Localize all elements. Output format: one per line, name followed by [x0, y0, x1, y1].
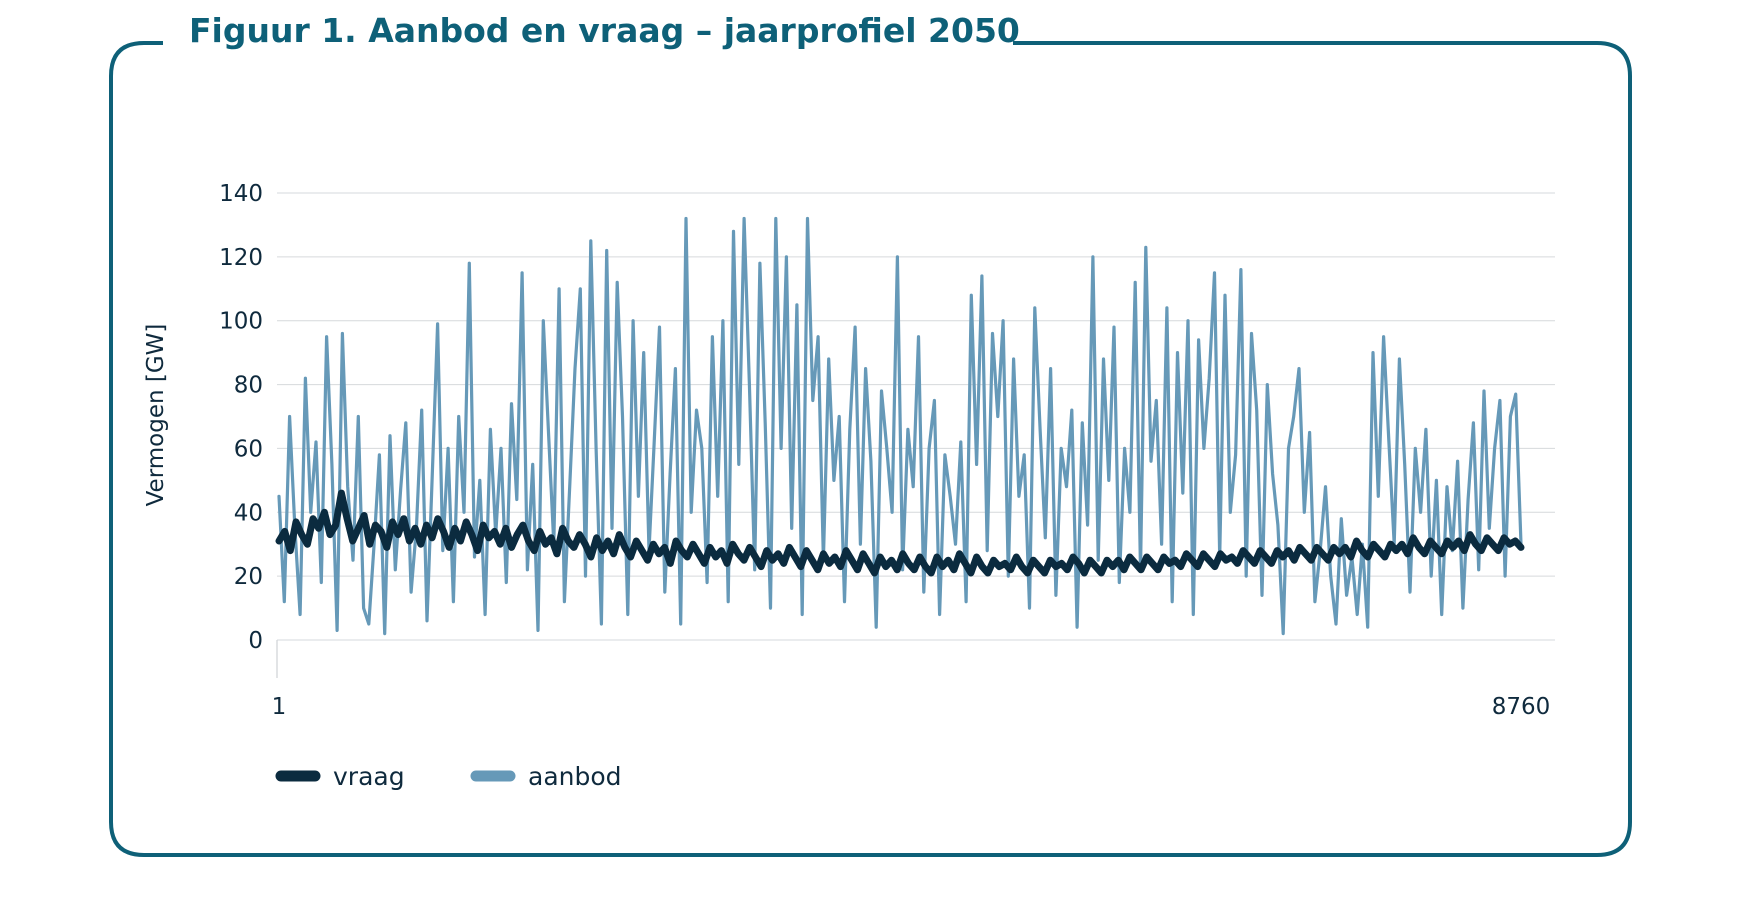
figure-frame: [109, 41, 1632, 857]
y-axis-label: Vermogen [GW]: [143, 324, 169, 507]
x-tick-label: 1: [272, 694, 287, 720]
legend-label-vraag: vraag: [333, 762, 405, 791]
y-tick-label: 40: [234, 500, 263, 526]
y-tick-label: 140: [219, 181, 263, 207]
series-lines: [275, 216, 1525, 636]
y-tick-label: 0: [248, 628, 263, 654]
y-tick-label: 80: [234, 373, 263, 399]
y-tick-label: 60: [234, 436, 263, 462]
y-tick-label: 20: [234, 564, 263, 590]
legend: vraag aanbod: [275, 762, 622, 791]
y-tick-label: 120: [219, 245, 263, 271]
series-line-aanbod: [277, 216, 1523, 636]
y-tick-labels: 0 20 40 60 80 100 120 140: [219, 181, 263, 654]
chart-title: Figuur 1. Aanbod en vraag – jaarprofiel …: [189, 11, 1020, 50]
x-tick-labels: 1 8760: [272, 694, 1551, 720]
x-tick-label: 8760: [1492, 694, 1551, 720]
series-line-vraag: [275, 489, 1525, 577]
y-tick-label: 100: [219, 309, 263, 335]
legend-label-aanbod: aanbod: [528, 762, 622, 791]
